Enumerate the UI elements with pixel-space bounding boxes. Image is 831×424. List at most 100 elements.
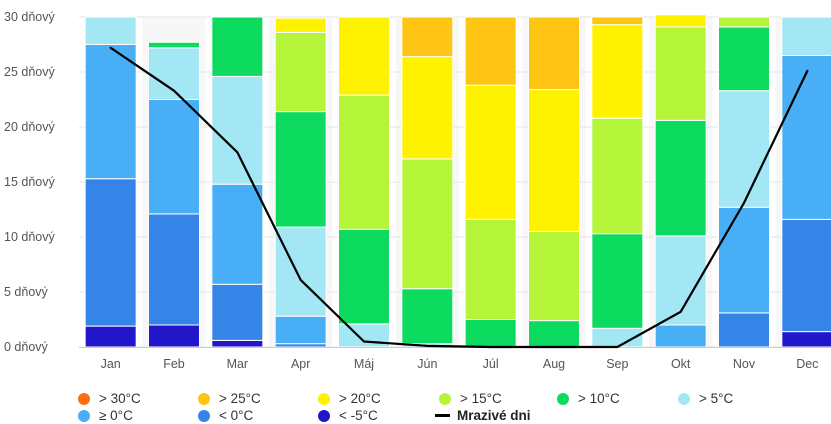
bar-segment — [718, 206, 770, 314]
legend-swatch — [198, 392, 210, 405]
bar-segment — [274, 111, 327, 228]
bar-segment — [401, 158, 454, 290]
legend-item-above-30[interactable]: > 30°C — [78, 390, 141, 407]
bar-segment — [528, 231, 580, 322]
bar-segment — [528, 89, 580, 232]
bar-segment — [338, 94, 390, 230]
x-tick-label: Sep — [606, 357, 628, 371]
bar-segment — [211, 283, 264, 341]
legend-label: Mrazivé dni — [457, 408, 531, 423]
bar-segment — [718, 26, 770, 92]
bar-segment — [148, 324, 200, 348]
legend-row-1: > 30°C > 25°C > 20°C > 15°C > 10°C > 5°C — [78, 390, 828, 407]
legend-swatch — [318, 409, 330, 422]
legend-label: < -5°C — [339, 408, 378, 423]
bar-segment — [591, 16, 644, 26]
bar-segment — [781, 218, 831, 333]
y-tick-label: 10 dňový — [4, 230, 55, 244]
bar-segment — [718, 90, 770, 208]
legend-row-2: ≥ 0°C < 0°C < -5°C Mrazivé dni — [78, 407, 828, 424]
legend-item-frost-days[interactable]: Mrazivé dni — [435, 407, 531, 424]
x-tick-label: Feb — [163, 357, 185, 371]
x-tick-label: Mar — [227, 357, 249, 371]
bar-segment — [781, 55, 831, 220]
x-tick-label: Jún — [417, 357, 437, 371]
bar-segment — [84, 16, 137, 45]
x-tick-label: Aug — [543, 357, 565, 371]
bar-segment — [148, 99, 200, 215]
bar-segment — [211, 16, 264, 77]
bar-segment — [654, 14, 707, 28]
x-tick-label: Okt — [671, 357, 691, 371]
y-tick-label: 15 dňový — [4, 175, 55, 189]
bar-segment — [401, 288, 454, 345]
y-tick-label: 5 dňový — [4, 285, 49, 299]
bar-segment — [84, 44, 137, 180]
legend-label: > 25°C — [219, 391, 261, 406]
legend-item-above-15[interactable]: > 15°C — [439, 390, 502, 407]
legend-label: < 0°C — [219, 408, 254, 423]
bar-segment — [274, 226, 327, 317]
bar-segment — [148, 213, 200, 326]
legend-item-at-least-0[interactable]: ≥ 0°C — [78, 407, 133, 424]
bar-segment — [464, 218, 517, 320]
frost-days-line — [109, 46, 809, 349]
legend-item-above-20[interactable]: > 20°C — [318, 390, 381, 407]
bar-segment — [591, 117, 644, 235]
legend-swatch — [78, 392, 90, 405]
bar-segment — [338, 16, 390, 96]
bar-segment — [274, 315, 327, 345]
x-tick-label: Júl — [483, 357, 499, 371]
chart: 0 dňový 5 dňový 10 dňový 15 dňový 20 dňový 25… — [4, 10, 831, 371]
bar-segment — [84, 325, 137, 348]
bar-segment — [211, 183, 264, 285]
bar-segment — [211, 75, 264, 185]
bar-segment — [401, 56, 454, 160]
bar-segment — [654, 324, 707, 348]
bar-segment — [401, 16, 454, 58]
legend-item-above-10[interactable]: > 10°C — [557, 390, 620, 407]
bar-segment — [464, 84, 517, 220]
bar-segment — [718, 16, 770, 28]
y-tick-label: 30 dňový — [4, 10, 55, 24]
x-tick-label: Máj — [354, 357, 374, 371]
legend-item-above-5[interactable]: > 5°C — [678, 390, 733, 407]
bar-segment — [781, 331, 831, 348]
y-tick-label: 20 dňový — [4, 120, 55, 134]
bar-segment — [274, 31, 327, 113]
legend-label: > 30°C — [99, 391, 141, 406]
y-tick-label: 0 dňový — [4, 340, 49, 354]
bar-segment — [464, 16, 517, 86]
legend-item-below-minus-5[interactable]: < -5°C — [318, 407, 378, 424]
legend: > 30°C > 25°C > 20°C > 15°C > 10°C > 5°C… — [78, 390, 828, 424]
y-tick-label: 25 dňový — [4, 65, 55, 79]
legend-label: ≥ 0°C — [99, 408, 133, 423]
bar-segment — [274, 17, 327, 33]
bar-segment — [654, 119, 707, 237]
bar-segment — [338, 228, 390, 325]
legend-swatch — [198, 409, 210, 422]
bar-segment — [528, 16, 580, 91]
x-tick-label: Dec — [796, 357, 818, 371]
legend-label: > 10°C — [578, 391, 620, 406]
x-tick-label: Jan — [101, 357, 121, 371]
bar-segment — [84, 178, 137, 327]
x-tick-label: Apr — [291, 357, 310, 371]
x-tick-label: Nov — [733, 357, 756, 371]
bar-segment — [148, 41, 200, 49]
legend-swatch — [557, 392, 569, 405]
legend-item-above-25[interactable]: > 25°C — [198, 390, 261, 407]
legend-line-swatch — [435, 414, 450, 417]
legend-label: > 5°C — [699, 391, 734, 406]
bar-segment — [654, 26, 707, 121]
bar-segment — [528, 320, 580, 348]
legend-swatch — [318, 392, 330, 405]
bar-segment — [718, 312, 770, 348]
legend-item-below-0[interactable]: < 0°C — [198, 407, 253, 424]
bar-segment — [591, 233, 644, 329]
legend-swatch — [78, 409, 90, 422]
legend-label: > 20°C — [339, 391, 381, 406]
legend-swatch — [678, 392, 690, 405]
bar-segment — [464, 319, 517, 348]
legend-label: > 15°C — [460, 391, 502, 406]
